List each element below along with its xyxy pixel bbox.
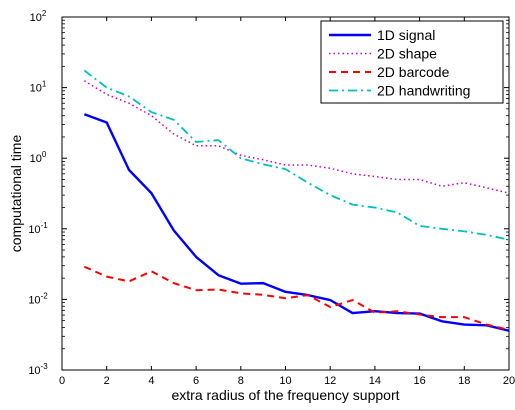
- legend-label: 2D handwriting: [377, 83, 470, 99]
- x-tick-label: 20: [503, 375, 515, 387]
- series-layer: [83, 69, 510, 332]
- legend-label: 2D shape: [377, 46, 437, 62]
- y-tick-label: 101: [30, 80, 47, 95]
- x-tick-label: 2: [104, 375, 110, 387]
- x-tick-label: 0: [59, 375, 65, 387]
- y-tick-label: 102: [30, 9, 47, 24]
- series-line-1: [83, 113, 510, 332]
- x-tick-label: 6: [193, 375, 199, 387]
- x-axis-title: extra radius of the frequency support: [171, 387, 399, 403]
- y-tick-label: 10-2: [28, 291, 48, 306]
- y-tick-label: 100: [30, 150, 47, 165]
- x-tick-label: 4: [148, 375, 154, 387]
- x-tick-label: 14: [369, 375, 381, 387]
- x-tick-label: 12: [324, 375, 336, 387]
- y-tick-label: 10-1: [28, 221, 48, 236]
- y-tick-label: 10-3: [28, 362, 48, 377]
- x-tick-label: 16: [413, 375, 425, 387]
- series-line-3: [83, 265, 510, 331]
- x-tick-label: 18: [458, 375, 470, 387]
- legend-label: 1D signal: [377, 27, 435, 43]
- x-tick-label: 10: [279, 375, 291, 387]
- x-tick-label: 8: [238, 375, 244, 387]
- legend: 1D signal 2D shape 2D barcode 2D handwritin…: [320, 20, 504, 104]
- axis-ticks: 0 2 4 6 8 10 12 14 16 18 20 10-3 10-2 10-1 100 101 102: [28, 9, 515, 387]
- legend-label: 2D barcode: [377, 64, 450, 80]
- series-line-4: [83, 69, 510, 241]
- y-axis-title: computational time: [8, 135, 24, 253]
